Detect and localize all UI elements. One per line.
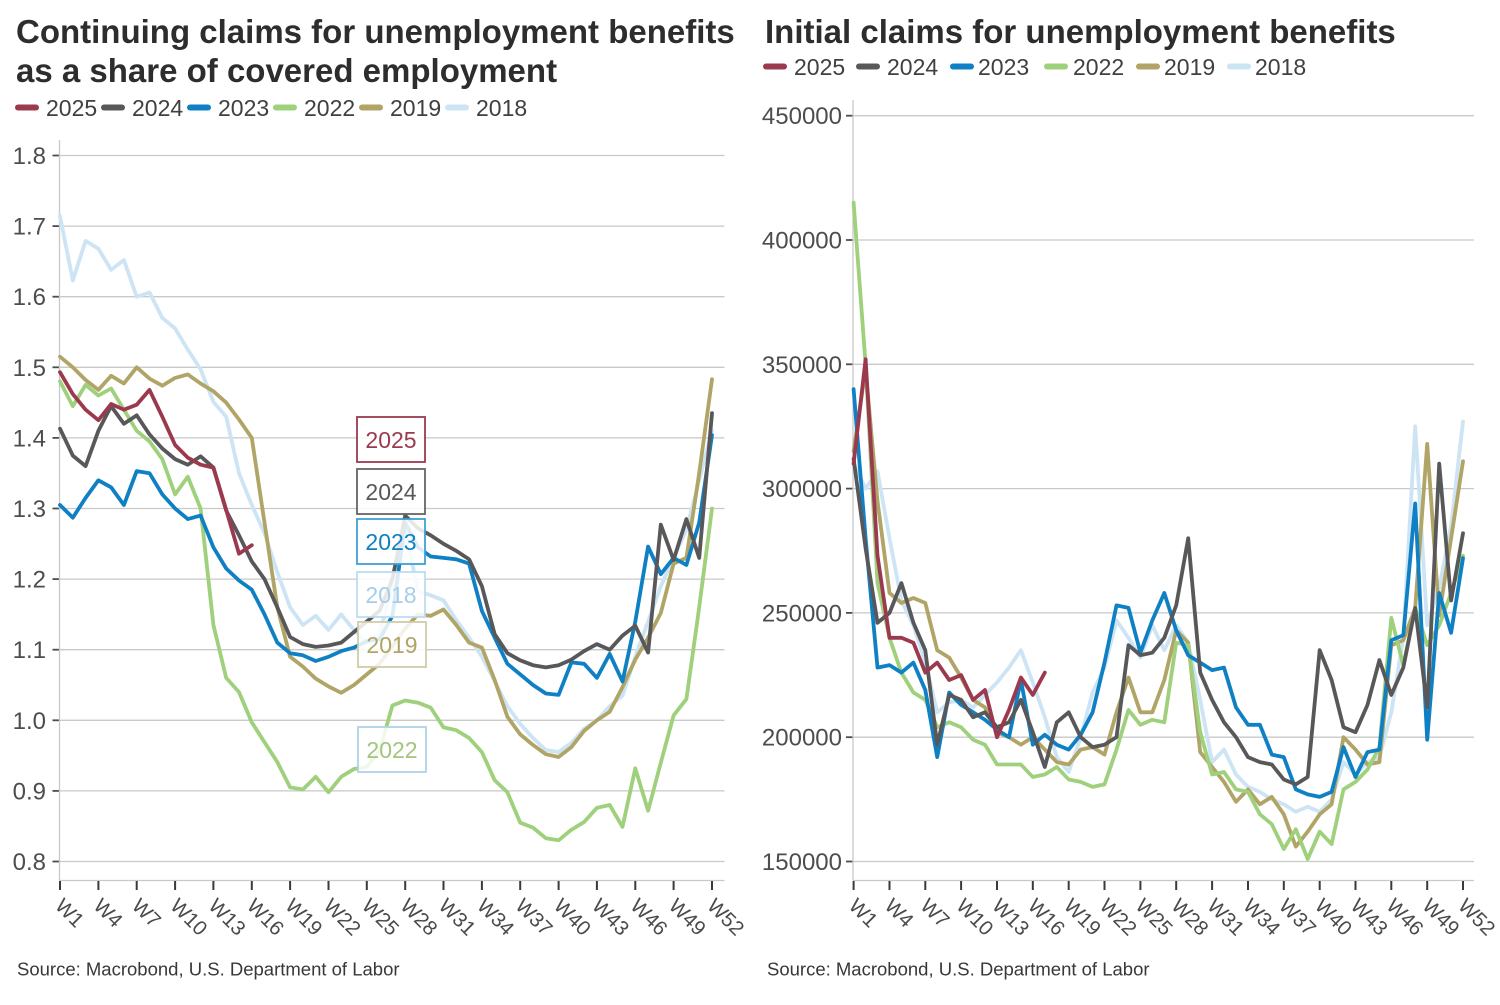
svg-text:1.4: 1.4 — [13, 425, 46, 452]
svg-text:0.9: 0.9 — [13, 778, 46, 805]
svg-text:1.3: 1.3 — [13, 496, 46, 523]
svg-text:1.6: 1.6 — [13, 284, 46, 311]
svg-text:1.1: 1.1 — [13, 637, 46, 664]
svg-text:2023: 2023 — [365, 529, 416, 555]
svg-text:0.8: 0.8 — [13, 849, 46, 876]
svg-text:2022: 2022 — [1073, 54, 1124, 80]
svg-text:2019: 2019 — [366, 632, 417, 658]
svg-text:2018: 2018 — [1255, 54, 1306, 80]
svg-text:2018: 2018 — [476, 95, 527, 121]
svg-text:400000: 400000 — [762, 228, 842, 255]
svg-text:1.7: 1.7 — [13, 214, 46, 241]
svg-text:2024: 2024 — [365, 479, 416, 505]
svg-text:2023: 2023 — [978, 54, 1029, 80]
svg-text:Source: Macrobond, U.S. Depart: Source: Macrobond, U.S. Department of La… — [767, 959, 1150, 980]
svg-text:150000: 150000 — [762, 849, 842, 876]
svg-text:2024: 2024 — [132, 95, 183, 121]
svg-text:2022: 2022 — [304, 95, 355, 121]
svg-text:Source: Macrobond, U.S. Depart: Source: Macrobond, U.S. Department of La… — [17, 959, 400, 980]
svg-text:2019: 2019 — [1164, 54, 1215, 80]
svg-text:2025: 2025 — [365, 427, 416, 453]
svg-text:1.2: 1.2 — [13, 567, 46, 594]
svg-text:200000: 200000 — [762, 725, 842, 752]
svg-text:2025: 2025 — [46, 95, 97, 121]
svg-text:1.0: 1.0 — [13, 708, 46, 735]
svg-text:2019: 2019 — [390, 95, 441, 121]
svg-text:as a share of covered employme: as a share of covered employment — [16, 52, 557, 89]
svg-text:350000: 350000 — [762, 352, 842, 379]
svg-text:2022: 2022 — [366, 737, 417, 763]
svg-text:Continuing claims for unemploy: Continuing claims for unemployment benef… — [16, 13, 735, 50]
svg-text:2025: 2025 — [794, 54, 845, 80]
svg-text:2024: 2024 — [887, 54, 938, 80]
svg-text:Initial claims for unemploymen: Initial claims for unemployment benefits — [765, 13, 1396, 50]
svg-text:2023: 2023 — [218, 95, 269, 121]
svg-text:450000: 450000 — [762, 103, 842, 130]
svg-text:1.5: 1.5 — [13, 355, 46, 382]
svg-text:2018: 2018 — [365, 582, 416, 608]
svg-text:250000: 250000 — [762, 600, 842, 627]
svg-text:1.8: 1.8 — [13, 143, 46, 170]
svg-text:300000: 300000 — [762, 476, 842, 503]
